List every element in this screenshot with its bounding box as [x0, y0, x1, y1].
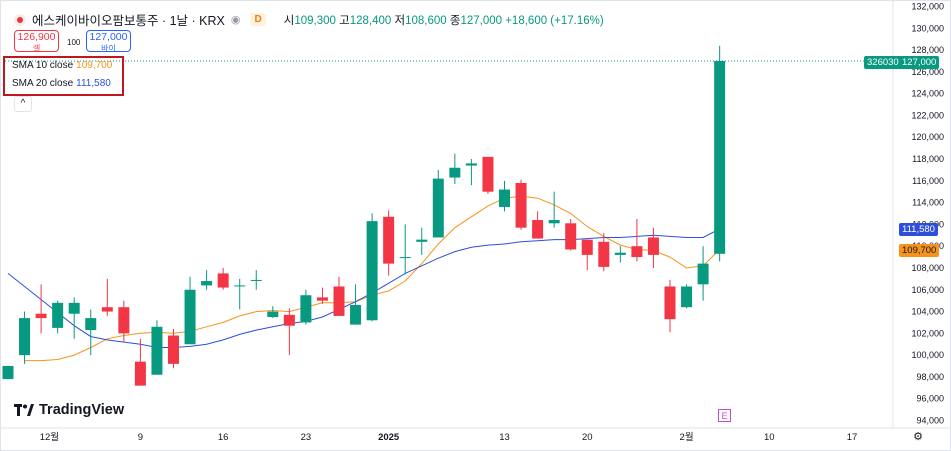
dividend-badge[interactable]: D	[250, 13, 266, 26]
sma20-line	[7, 228, 720, 348]
candle-up	[499, 189, 510, 207]
y-tick-label: 132,000	[911, 2, 944, 12]
x-tick-label: 17	[847, 432, 858, 443]
candle-up	[300, 295, 312, 323]
candle-down	[168, 335, 179, 364]
candle-up	[184, 289, 196, 345]
candle-up	[234, 285, 246, 287]
candle-down	[598, 241, 610, 267]
spread-value: 100	[67, 38, 81, 47]
candle-down	[631, 246, 643, 258]
y-tick-label: 106,000	[911, 285, 944, 295]
chevron-up-icon[interactable]: ^	[14, 96, 32, 112]
legend-sma10[interactable]: SMA 10 close 109,700	[12, 60, 113, 71]
candle-up	[350, 305, 362, 325]
candle-down	[647, 237, 659, 255]
candle-down	[515, 182, 527, 228]
candle-up	[416, 239, 428, 242]
y-tick-label: 120,000	[911, 132, 944, 142]
candle-down	[383, 216, 395, 264]
symbol-title[interactable]: 에스케이바이오팜보통주 · 1날 · KRX	[32, 14, 225, 28]
candle-up	[449, 167, 461, 178]
y-tick-label: 108,000	[911, 263, 944, 273]
sma20-price-tag: 111,580	[899, 223, 938, 236]
candle-up	[548, 220, 560, 224]
x-tick-label: 13	[499, 432, 510, 443]
indicator-legend-highlight	[3, 56, 124, 96]
legend-sma20-value: 111,580	[76, 78, 111, 89]
candle-up	[366, 221, 378, 321]
candle-down	[565, 223, 577, 250]
candle-down	[118, 307, 130, 334]
x-tick-label: 12월	[40, 431, 59, 443]
candle-down	[283, 314, 295, 326]
candle-up	[201, 281, 213, 286]
sell-button[interactable]: 126,900 셀	[14, 30, 59, 53]
candle-up	[19, 318, 31, 356]
y-tick-label: 122,000	[911, 110, 944, 120]
candle-down	[217, 273, 229, 288]
earnings-marker[interactable]: E	[718, 409, 731, 422]
ohlc-readout: 시109,300 고128,400 저108,600 종127,000 +18,…	[283, 14, 604, 27]
ohlc-change: +18,600 (+17.16%)	[505, 14, 604, 27]
y-tick-label: 102,000	[911, 328, 944, 338]
legend-sma10-value: 109,700	[76, 60, 113, 71]
legend-sma20[interactable]: SMA 20 close 111,580	[12, 78, 111, 89]
candle-up	[697, 263, 709, 285]
gear-icon[interactable]: ⚙	[913, 431, 923, 443]
candle-down	[101, 307, 113, 312]
last-price-tag: 127,000	[899, 56, 940, 69]
buy-button[interactable]: 127,000 바이	[86, 30, 131, 53]
candle-up	[267, 311, 279, 317]
sma10-price-tag: 109,700	[899, 244, 940, 257]
candle-down	[316, 297, 328, 301]
chart-header: 에스케이바이오팜보통주 · 1날 · KRX ◉ D 시109,300 고128…	[14, 10, 604, 29]
x-tick-label: 10	[764, 432, 775, 443]
y-tick-label: 124,000	[911, 89, 944, 99]
candle-up	[432, 178, 444, 238]
x-tick-label: 2025	[378, 432, 400, 443]
y-tick-label: 118,000	[912, 154, 944, 164]
eye-icon[interactable]: ◉	[230, 14, 241, 26]
y-tick-label: 114,000	[912, 198, 944, 208]
x-tick-label: 2월	[680, 431, 694, 443]
candle-up	[714, 60, 726, 254]
y-tick-label: 94,000	[916, 416, 944, 426]
candle-up	[465, 163, 477, 166]
y-tick-label: 126,000	[911, 67, 944, 77]
y-tick-label: 96,000	[916, 394, 944, 404]
candle-down	[482, 156, 494, 192]
x-tick-label: 20	[582, 432, 593, 443]
x-tick-label: 16	[218, 432, 229, 443]
candle-down	[35, 313, 47, 319]
candle-down	[664, 286, 676, 320]
tradingview-logo-icon	[14, 404, 34, 416]
candle-down	[581, 239, 593, 255]
candle-down	[134, 361, 146, 386]
candle-up	[399, 257, 411, 259]
y-tick-label: 104,000	[911, 307, 944, 317]
candle-down	[333, 286, 345, 316]
candle-up	[68, 302, 80, 314]
y-tick-label: 116,000	[912, 176, 944, 186]
candle-up	[2, 366, 14, 380]
y-tick-label: 128,000	[911, 45, 944, 55]
candle-up	[250, 279, 262, 281]
candle-up	[681, 286, 693, 308]
y-tick-label: 130,000	[911, 23, 944, 33]
candle-down	[532, 220, 544, 239]
x-tick-label: 23	[301, 432, 312, 443]
symbol-logo-icon	[14, 13, 26, 26]
x-tick-label: 9	[138, 432, 143, 443]
watermark-text: TradingView	[39, 402, 125, 418]
candle-up	[52, 302, 64, 328]
candle-up	[151, 326, 163, 375]
candle-up	[614, 252, 626, 255]
volume-id-tag: 326030	[864, 56, 902, 69]
y-tick-label: 98,000	[916, 372, 944, 382]
candle-up	[85, 318, 97, 331]
tradingview-logo[interactable]: TradingView	[14, 402, 124, 418]
y-tick-label: 100,000	[911, 350, 944, 360]
